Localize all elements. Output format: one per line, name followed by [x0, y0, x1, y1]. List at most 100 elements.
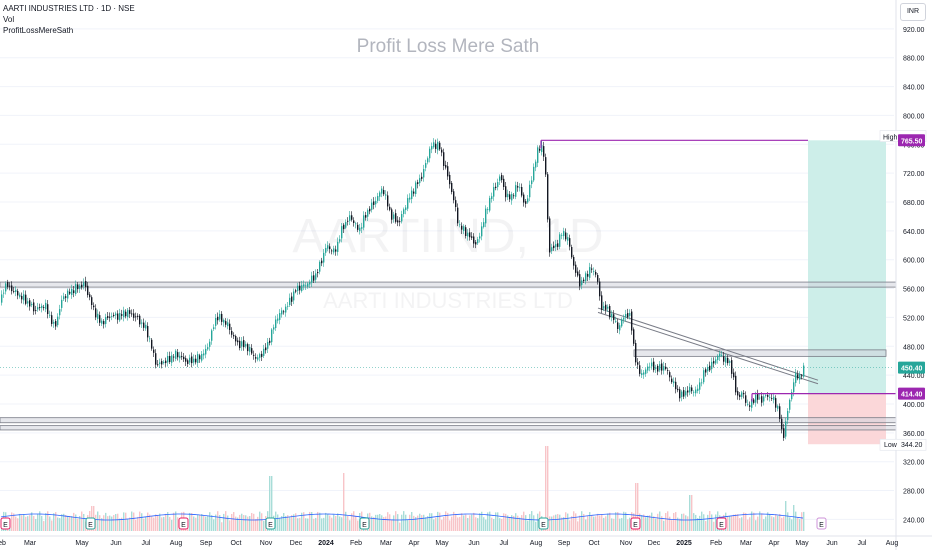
indicator-vol-label[interactable]: Vol: [3, 15, 15, 24]
volume-bar: [677, 517, 679, 531]
volume-bar: [699, 515, 701, 531]
candle-body: [739, 394, 741, 397]
candle-body: [543, 146, 545, 157]
volume-bar: [263, 520, 265, 531]
volume-bar: [549, 516, 551, 531]
volume-bar: [715, 514, 717, 531]
volume-bar: [623, 511, 625, 531]
x-tick-label: Jul: [142, 540, 151, 547]
volume-bar: [761, 513, 763, 531]
volume-bar: [533, 515, 535, 531]
volume-bar: [47, 511, 49, 531]
volume-bar: [97, 511, 99, 531]
volume-bar: [689, 495, 691, 531]
candle-body: [1, 294, 3, 303]
currency-label[interactable]: INR: [900, 3, 926, 21]
candle-body: [411, 190, 413, 199]
volume-bar: [193, 516, 195, 531]
volume-bar: [697, 518, 699, 531]
candle-body: [223, 319, 225, 323]
volume-bar: [453, 511, 455, 531]
candle-body: [461, 225, 463, 230]
candle-body: [499, 176, 501, 181]
candle-body: [111, 316, 113, 317]
candle-body: [159, 362, 161, 365]
volume-bar: [83, 513, 85, 531]
candle-body: [81, 284, 83, 288]
candle-body: [407, 198, 409, 209]
volume-bar: [107, 516, 109, 531]
volume-bar: [497, 512, 499, 531]
volume-bar: [663, 520, 665, 531]
candle-body: [121, 314, 123, 316]
candle-body: [767, 395, 769, 397]
volume-bar: [145, 516, 147, 531]
x-tick-label: Dec: [648, 540, 661, 547]
candle-body: [635, 343, 637, 363]
volume-bar: [545, 446, 547, 531]
volume-bar: [599, 515, 601, 531]
x-tick-label: Aug: [170, 540, 183, 547]
volume-bar: [765, 516, 767, 531]
candle-body: [765, 395, 767, 396]
candle-body: [789, 399, 791, 410]
volume-bar: [681, 513, 683, 531]
candle-body: [217, 316, 219, 321]
volume-bar: [305, 518, 307, 531]
candle-body: [423, 169, 425, 178]
volume-bar: [603, 517, 605, 531]
y-tick-label: 600.00: [903, 258, 925, 265]
x-tick-label: Aug: [886, 540, 899, 547]
volume-bar: [371, 516, 373, 531]
candle-body: [489, 198, 491, 211]
candle-body: [369, 208, 371, 212]
candle-body: [37, 307, 39, 310]
candle-body: [641, 373, 643, 376]
x-tick-label: Nov: [260, 540, 273, 547]
volume-bar: [217, 511, 219, 531]
candle-body: [585, 273, 587, 281]
volume-bar: [11, 512, 13, 531]
candle-body: [625, 314, 627, 318]
candle-body: [211, 330, 213, 341]
candle-body: [665, 366, 667, 369]
volume-bar: [357, 520, 359, 531]
candle-body: [151, 339, 153, 349]
candle-body: [627, 313, 629, 318]
candle-body: [653, 361, 655, 371]
volume-bar: [235, 516, 237, 531]
volume-bar: [299, 517, 301, 531]
candle-body: [415, 182, 417, 194]
indicator-profitloss-label[interactable]: ProfitLossMereSath: [3, 26, 74, 35]
candle-body: [737, 391, 739, 396]
volume-bar: [151, 515, 153, 531]
volume-bar: [175, 511, 177, 531]
volume-bar: [439, 512, 441, 531]
candle-body: [323, 252, 325, 263]
candle-body: [315, 273, 317, 280]
volume-bar: [211, 515, 213, 531]
volume-bar: [45, 513, 47, 531]
volume-bar: [51, 520, 53, 531]
candle-body: [601, 295, 603, 310]
candle-body: [715, 359, 717, 364]
volume-bar: [607, 513, 609, 531]
candle-body: [485, 208, 487, 224]
candle-body: [583, 279, 585, 281]
candle-body: [191, 356, 193, 364]
volume-bar: [783, 516, 785, 531]
candle-body: [273, 327, 275, 330]
candle-body: [295, 290, 297, 292]
volume-bar: [651, 512, 653, 531]
volume-bar: [685, 515, 687, 531]
volume-bar: [693, 513, 695, 531]
volume-bar: [621, 518, 623, 531]
volume-bar: [189, 512, 191, 531]
y-tick-label: 240.00: [903, 517, 925, 524]
volume-bar: [255, 519, 257, 531]
volume-bar: [125, 512, 127, 531]
candle-body: [593, 270, 595, 272]
candle-body: [367, 210, 369, 217]
